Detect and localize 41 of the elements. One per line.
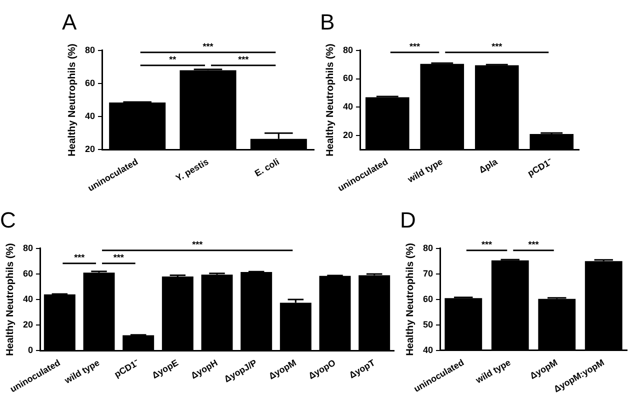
y-tick-label: 60 [84,78,96,88]
y-tick-label: 20 [22,320,34,330]
y-tick-label: 40 [22,294,34,304]
y-tick-label: 60 [22,268,34,278]
x-tick-label: Δpla [477,156,500,175]
y-tick-label: 20 [342,130,354,140]
y-tick-label: 40 [84,111,96,122]
annotation: *** [410,41,421,52]
y-tick-label: 40 [342,102,354,112]
y-tick-label: 80 [342,44,354,55]
y-axis-title: Healthy Neutrophils (%) [4,243,16,356]
y-tick-label: 40 [422,344,434,355]
x-tick-label: wild type [62,358,102,386]
y-tick-label: 80 [422,242,434,253]
y-tick-label: 50 [422,319,434,330]
y-tick-label: 20 [84,144,96,154]
annotation: ** [169,54,177,64]
y-axis-title: Healthy Neutrophils (%) [404,243,416,356]
y-tick-label: 80 [84,44,96,55]
annotation: *** [202,41,214,52]
y-tick-label: 60 [342,73,354,84]
annotation: *** [113,252,124,262]
y-tick-label: 60 [422,294,434,304]
chart-title: C [0,207,16,232]
chart-title: A [62,9,77,34]
annotation: *** [74,252,86,262]
y-tick-label: 80 [22,242,34,253]
y-axis-title: Healthy Neutrophils (%) [324,44,336,156]
annotation: *** [528,239,540,250]
chart-title: B [320,9,335,34]
x-tick-label: wild type [405,156,444,185]
annotation: *** [492,41,503,52]
annotation: *** [192,239,204,250]
x-tick-label: wild type [473,357,512,386]
y-axis-title: Healthy Neutrophils (%) [66,44,78,156]
annotation: *** [238,54,250,64]
x-tick-label: E. coli [252,156,281,178]
chart-title: D [400,207,416,232]
y-tick-label: 0 [28,345,34,356]
annotation: *** [482,239,493,250]
y-tick-label: 70 [422,268,434,278]
